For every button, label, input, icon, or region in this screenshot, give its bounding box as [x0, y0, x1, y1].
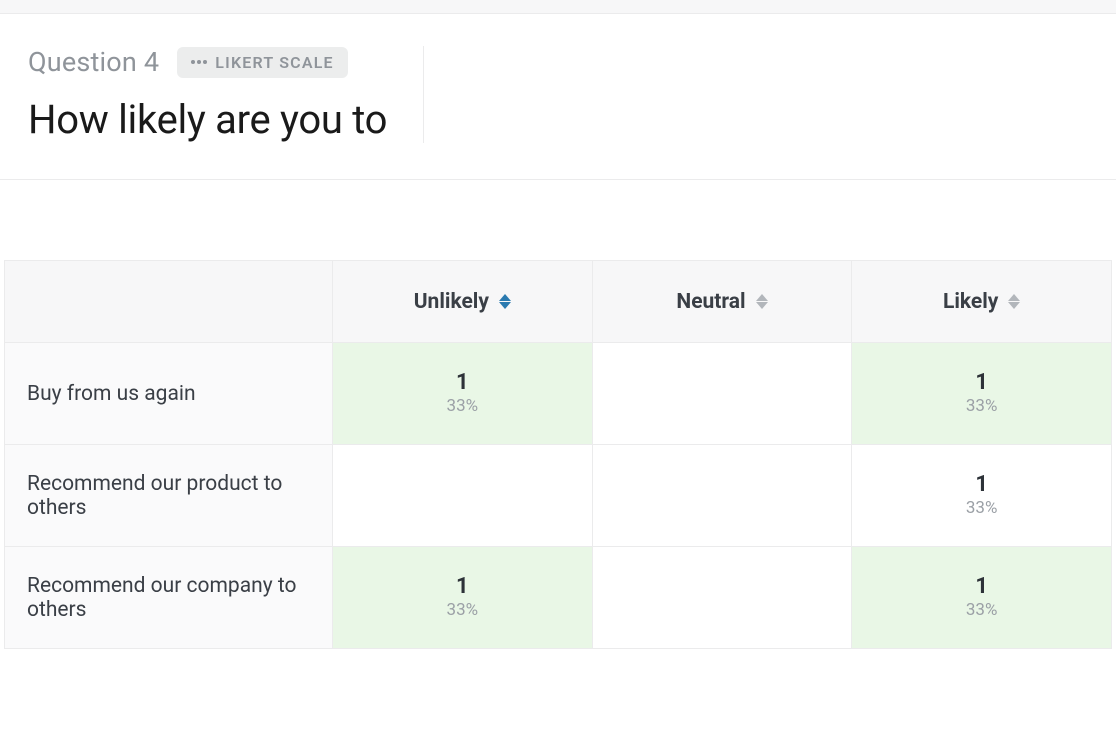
table-row: Recommend our product to others 1 33% [5, 445, 1112, 547]
data-cell [592, 547, 852, 649]
data-cell [592, 343, 852, 445]
likert-table: Unlikely Neutral [4, 260, 1112, 649]
row-label: Recommend our company to others [5, 547, 333, 649]
cell-count: 1 [852, 574, 1111, 599]
cell-pct: 33% [333, 601, 592, 621]
sort-icon[interactable] [756, 294, 768, 309]
table-header-row: Unlikely Neutral [5, 261, 1112, 343]
question-header: Question 4 LIKERT SCALE How likely are y… [0, 14, 1116, 180]
table-row: Buy from us again 1 33% 1 33% [5, 343, 1112, 445]
likert-table-wrap: Unlikely Neutral [0, 180, 1116, 649]
data-cell [592, 445, 852, 547]
column-header-label: Unlikely [414, 290, 489, 314]
question-type-badge: LIKERT SCALE [177, 47, 347, 78]
question-type-label: LIKERT SCALE [215, 53, 333, 72]
top-strip [0, 0, 1116, 14]
row-label: Recommend our product to others [5, 445, 333, 547]
cell-count: 1 [852, 370, 1111, 395]
table-header-empty [5, 261, 333, 343]
question-meta-row: Question 4 LIKERT SCALE [28, 46, 387, 78]
question-text: How likely are you to [28, 96, 387, 143]
column-header-label: Neutral [676, 290, 745, 314]
data-cell: 1 33% [333, 547, 593, 649]
data-cell: 1 33% [852, 343, 1112, 445]
column-header[interactable]: Likely [852, 261, 1112, 343]
cell-pct: 33% [852, 601, 1111, 621]
data-cell [333, 445, 593, 547]
sort-icon[interactable] [499, 294, 511, 309]
question-header-inner: Question 4 LIKERT SCALE How likely are y… [28, 46, 424, 143]
cell-pct: 33% [333, 397, 592, 417]
data-cell: 1 33% [852, 547, 1112, 649]
table-row: Recommend our company to others 1 33% 1 … [5, 547, 1112, 649]
cell-count: 1 [333, 370, 592, 395]
cell-pct: 33% [852, 397, 1111, 417]
column-header[interactable]: Unlikely [333, 261, 593, 343]
data-cell: 1 33% [852, 445, 1112, 547]
question-number: Question 4 [28, 46, 159, 78]
cell-count: 1 [852, 472, 1111, 497]
sort-icon[interactable] [1008, 294, 1020, 309]
more-icon [191, 60, 207, 64]
column-header-label: Likely [943, 290, 998, 314]
data-cell: 1 33% [333, 343, 593, 445]
cell-pct: 33% [852, 499, 1111, 519]
row-label: Buy from us again [5, 343, 333, 445]
cell-count: 1 [333, 574, 592, 599]
column-header[interactable]: Neutral [592, 261, 852, 343]
